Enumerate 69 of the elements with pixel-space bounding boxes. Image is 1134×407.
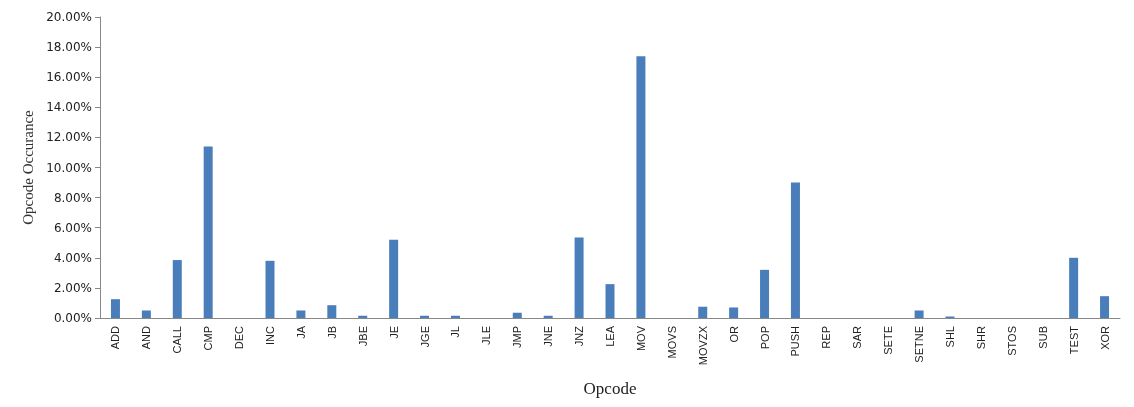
x-tick-label: MOV bbox=[634, 325, 647, 352]
x-tick-label: PUSH bbox=[789, 325, 802, 357]
y-tick-label: 16.00% bbox=[46, 70, 92, 85]
x-tick-label: SHL bbox=[944, 326, 956, 348]
x-tick-label: AND bbox=[140, 325, 153, 350]
bar bbox=[141, 310, 151, 318]
x-tick-label: SETNE bbox=[913, 326, 926, 363]
bar bbox=[729, 307, 739, 318]
bar bbox=[420, 315, 430, 318]
x-tick-label: JNZ bbox=[573, 325, 586, 347]
y-tick-label: 0.00% bbox=[53, 311, 92, 325]
x-tick-label: SAR bbox=[851, 325, 864, 349]
x-tick-label: XOR bbox=[1098, 325, 1111, 350]
x-tick-label: JNE bbox=[542, 326, 555, 347]
bar bbox=[265, 260, 275, 318]
x-tick-label: LEA bbox=[604, 325, 616, 347]
bar bbox=[914, 310, 924, 318]
y-tick-label: 8.00% bbox=[53, 190, 92, 205]
x-tick-label: JL bbox=[449, 326, 462, 338]
x-tick-label: OR bbox=[727, 325, 740, 343]
y-tick-label: 20.00% bbox=[46, 10, 92, 24]
bar bbox=[760, 269, 770, 318]
x-tick-label: JLE bbox=[480, 326, 493, 345]
x-tick-label: CMP bbox=[202, 326, 215, 351]
bar bbox=[574, 237, 584, 318]
bar bbox=[450, 315, 460, 318]
x-tick-label: JBE bbox=[356, 326, 369, 347]
bar bbox=[605, 284, 615, 318]
x-tick-label: JE bbox=[387, 326, 400, 339]
bar bbox=[698, 306, 708, 318]
bar bbox=[389, 239, 399, 318]
x-tick-label: JA bbox=[294, 325, 307, 339]
y-tick-label: 14.00% bbox=[46, 100, 92, 115]
y-tick-label: 2.00% bbox=[53, 280, 92, 295]
x-axis-title: Opcode bbox=[583, 379, 637, 398]
x-tick-label: MOVZX bbox=[696, 325, 709, 366]
x-tick-label: JB bbox=[325, 326, 338, 339]
y-axis-title: Opcode Occurance bbox=[19, 109, 36, 225]
bar bbox=[636, 56, 646, 318]
x-tick-label: REP bbox=[820, 326, 833, 349]
x-tick-label: TEST bbox=[1067, 325, 1080, 355]
bar bbox=[512, 312, 522, 318]
y-tick-label: 6.00% bbox=[53, 220, 92, 235]
y-tick-label: 18.00% bbox=[46, 40, 92, 55]
x-tick-label: SUB bbox=[1036, 326, 1049, 349]
bar bbox=[110, 299, 120, 318]
y-tick-label: 10.00% bbox=[46, 160, 92, 175]
x-tick-label: JMP bbox=[511, 326, 524, 348]
x-tick-label: STOS bbox=[1005, 326, 1018, 356]
bar bbox=[327, 305, 337, 318]
x-tick-label: POP bbox=[758, 326, 771, 350]
x-tick-label: MOVS bbox=[665, 326, 678, 359]
y-tick-label: 12.00% bbox=[46, 130, 92, 145]
x-tick-label: ADD bbox=[109, 325, 122, 350]
bar bbox=[358, 315, 368, 318]
y-tick-label: 4.00% bbox=[53, 250, 92, 265]
x-tick-label: JGE bbox=[418, 326, 431, 348]
x-tick-label: SETE bbox=[882, 326, 895, 355]
bar bbox=[296, 310, 306, 318]
bar bbox=[203, 146, 213, 318]
bar bbox=[1100, 296, 1110, 318]
bar bbox=[1069, 257, 1079, 318]
x-tick-label: INC bbox=[264, 325, 276, 345]
x-tick-label: DEC bbox=[233, 325, 246, 350]
bar bbox=[790, 182, 800, 318]
bar bbox=[172, 260, 182, 318]
x-tick-label: CALL bbox=[171, 326, 184, 354]
x-tick-label: SHR bbox=[974, 325, 987, 350]
bar bbox=[543, 315, 553, 318]
